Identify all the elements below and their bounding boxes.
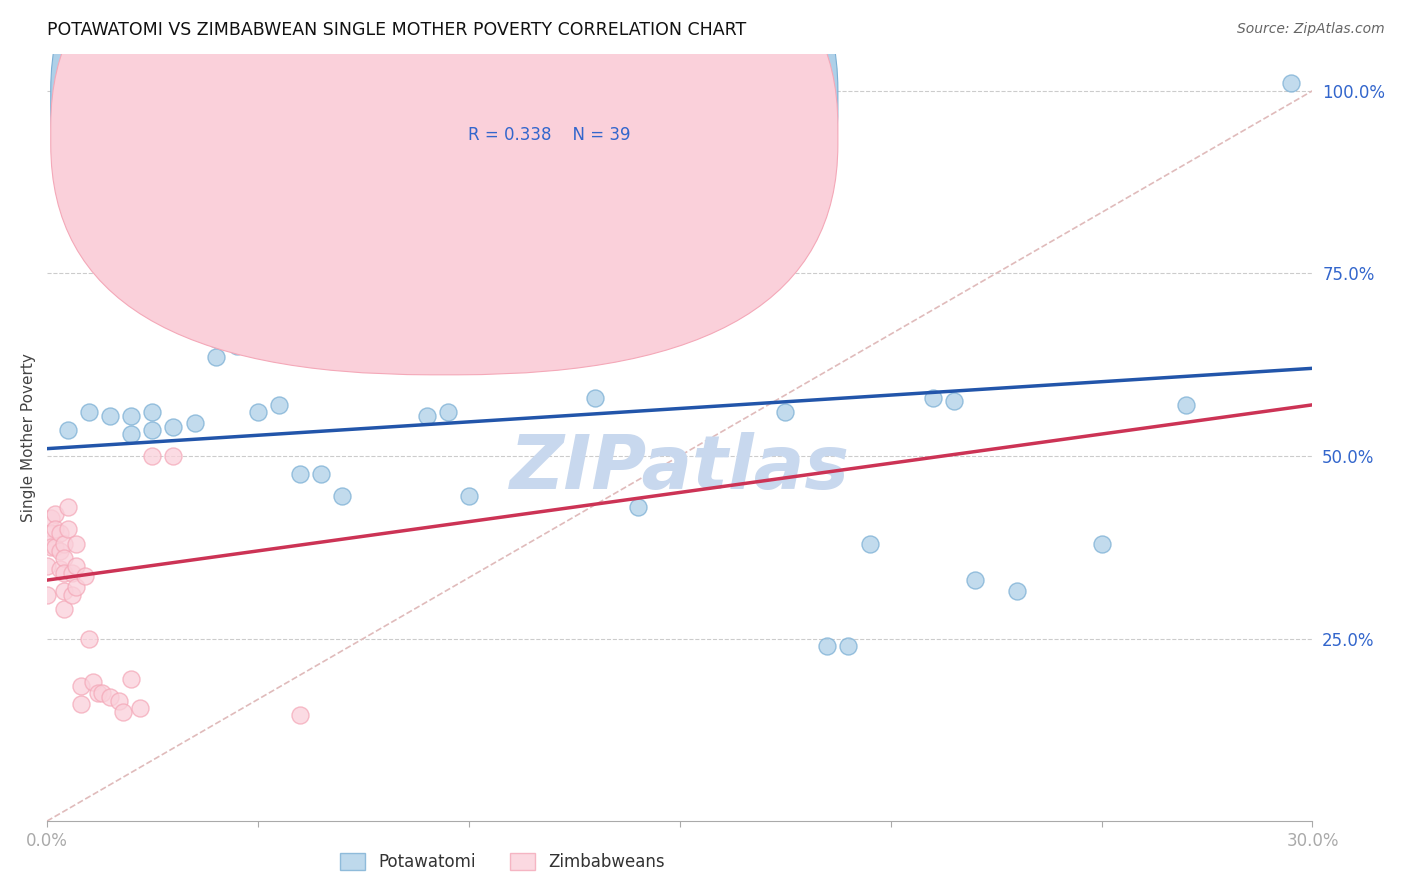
- Point: [39, 525, 62, 540]
- Point: [52, 551, 75, 566]
- Point: [56, 522, 79, 536]
- Point: [82, 675, 104, 690]
- Text: POTAWATOMI VS ZIMBABWEAN SINGLE MOTHER POVERTY CORRELATION CHART: POTAWATOMI VS ZIMBABWEAN SINGLE MOTHER P…: [46, 21, 747, 39]
- Point: [942, 394, 965, 409]
- Point: [204, 332, 226, 346]
- Point: [120, 409, 142, 423]
- Text: R = 0.093    N = 38: R = 0.093 N = 38: [468, 91, 631, 109]
- Text: R = 0.338    N = 39: R = 0.338 N = 39: [468, 126, 631, 145]
- Text: ZIPatlas: ZIPatlas: [510, 432, 849, 505]
- Point: [128, 701, 150, 715]
- Point: [921, 391, 943, 405]
- Point: [60, 588, 83, 602]
- Point: [44, 508, 66, 522]
- Point: [90, 686, 112, 700]
- Point: [69, 698, 91, 712]
- Point: [86, 686, 108, 700]
- Point: [773, 405, 796, 419]
- Point: [225, 339, 247, 353]
- FancyBboxPatch shape: [51, 0, 838, 375]
- Point: [288, 708, 311, 723]
- FancyBboxPatch shape: [51, 0, 838, 340]
- Point: [111, 705, 134, 719]
- Point: [35, 536, 58, 550]
- Point: [626, 500, 648, 514]
- Point: [162, 419, 184, 434]
- Point: [52, 602, 75, 616]
- Point: [141, 449, 163, 463]
- Point: [141, 405, 163, 419]
- Y-axis label: Single Mother Poverty: Single Mother Poverty: [21, 353, 35, 522]
- Point: [39, 511, 62, 525]
- Point: [56, 500, 79, 514]
- Point: [1174, 398, 1197, 412]
- Point: [204, 351, 226, 365]
- Point: [837, 639, 859, 653]
- Point: [583, 391, 606, 405]
- Point: [44, 522, 66, 536]
- Point: [60, 566, 83, 580]
- Point: [1005, 584, 1028, 599]
- Point: [689, 201, 711, 215]
- FancyBboxPatch shape: [408, 73, 724, 161]
- Point: [73, 569, 96, 583]
- Point: [858, 536, 880, 550]
- Point: [162, 449, 184, 463]
- Point: [815, 639, 838, 653]
- Point: [415, 409, 437, 423]
- Point: [69, 679, 91, 693]
- Text: Source: ZipAtlas.com: Source: ZipAtlas.com: [1237, 22, 1385, 37]
- Point: [44, 541, 66, 555]
- Point: [309, 467, 332, 482]
- Point: [963, 573, 986, 587]
- Point: [288, 467, 311, 482]
- Point: [373, 332, 395, 346]
- Point: [52, 536, 75, 550]
- Point: [56, 424, 79, 438]
- Point: [35, 558, 58, 573]
- Point: [710, 197, 733, 211]
- Point: [457, 489, 479, 503]
- Point: [1090, 536, 1112, 550]
- Point: [39, 541, 62, 555]
- Point: [330, 489, 353, 503]
- Point: [183, 416, 205, 430]
- Point: [77, 405, 100, 419]
- Point: [120, 427, 142, 442]
- Point: [246, 405, 269, 419]
- Point: [107, 693, 129, 707]
- Point: [98, 409, 121, 423]
- Point: [668, 201, 690, 215]
- Point: [120, 672, 142, 686]
- Point: [65, 581, 87, 595]
- Point: [141, 424, 163, 438]
- Point: [65, 536, 87, 550]
- Legend: Potawatomi, Zimbabweans: Potawatomi, Zimbabweans: [333, 847, 671, 878]
- Point: [98, 690, 121, 704]
- Point: [499, 325, 522, 339]
- Point: [35, 588, 58, 602]
- Point: [48, 525, 70, 540]
- Point: [48, 562, 70, 576]
- Point: [1279, 77, 1302, 91]
- Point: [65, 558, 87, 573]
- Point: [267, 398, 290, 412]
- Point: [436, 405, 458, 419]
- Point: [52, 584, 75, 599]
- Point: [52, 566, 75, 580]
- Point: [77, 632, 100, 646]
- Point: [48, 544, 70, 558]
